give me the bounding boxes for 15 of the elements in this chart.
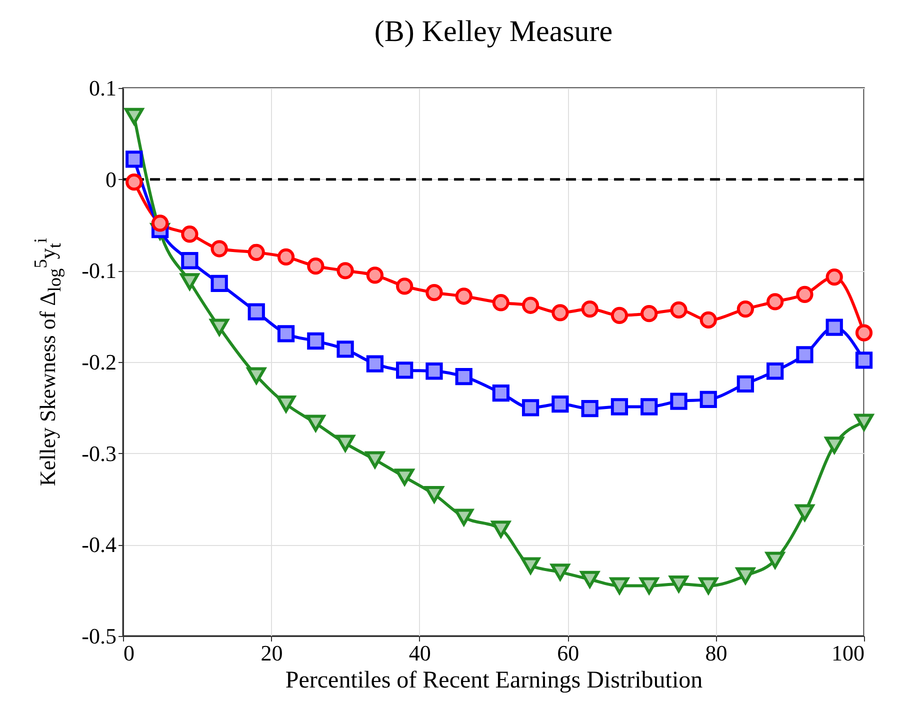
- x-tick-label: 40: [408, 640, 431, 666]
- y-tick-label: 0.1: [89, 76, 116, 100]
- y-tick-label: -0.3: [82, 440, 116, 466]
- y-tick-label: -0.2: [82, 350, 116, 374]
- y-tick-label: -0.5: [82, 624, 116, 648]
- y-tick-label: -0.1: [82, 258, 116, 284]
- y-tick-label: -0.4: [82, 532, 116, 558]
- chart-title: (B) Kelley Measure: [374, 15, 613, 48]
- x-tick-label: 100: [832, 640, 864, 666]
- x-tick-label: 80: [705, 640, 728, 666]
- x-tick-label: 20: [260, 640, 283, 666]
- x-tick-label: 0: [124, 640, 134, 666]
- x-tick-label: 60: [557, 640, 580, 666]
- x-axis-title: Percentiles of Recent Earnings Distribution: [285, 668, 703, 694]
- y-tick-label: 0: [106, 166, 116, 192]
